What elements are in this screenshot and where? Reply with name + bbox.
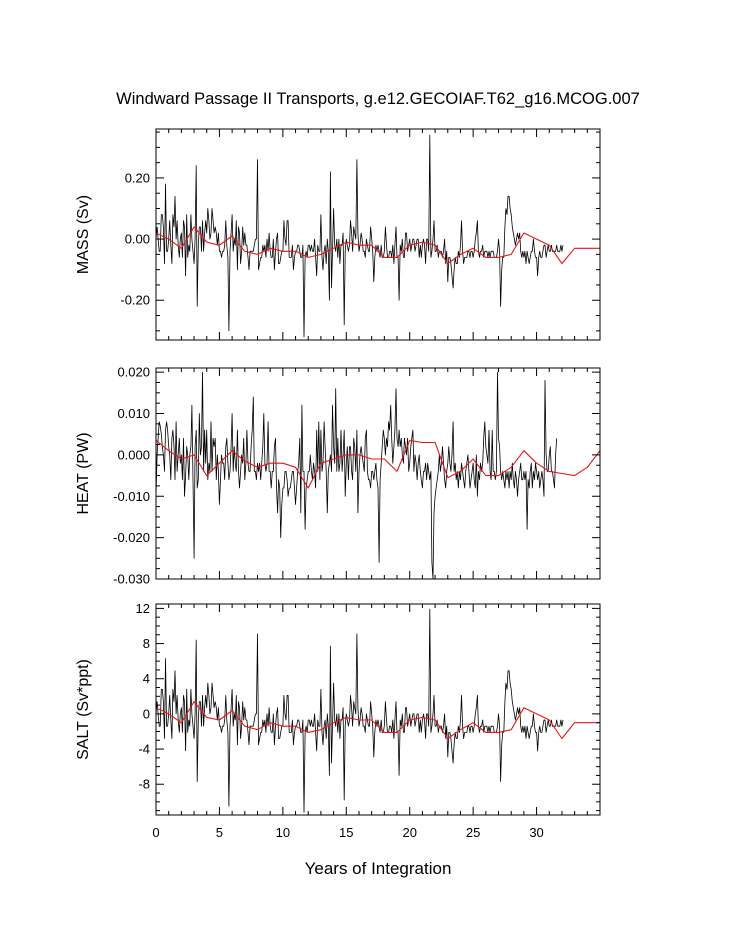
y-tick-label-heat: 0.000 <box>117 447 150 462</box>
panel-salt: -8 -4 0 4 8 12 0 5 10 15 20 25 30 SALT (Sv*ppt) <box>75 601 601 840</box>
x-tick-label: 25 <box>466 825 480 840</box>
x-tick-label: 10 <box>276 825 290 840</box>
y-tick-label-salt: 4 <box>143 671 150 686</box>
series-line-mass-monthly <box>156 134 564 338</box>
series-line-heat-monthly <box>156 371 558 579</box>
y-tick-label-mass: 0.00 <box>125 232 150 247</box>
x-tick-label: 20 <box>402 825 416 840</box>
y-tick-label-mass: 0.20 <box>125 170 150 185</box>
y-axis-label-mass: MASS (Sv) <box>75 195 92 274</box>
y-tick-label-salt: -8 <box>138 777 150 792</box>
y-tick-label-salt: 8 <box>143 636 150 651</box>
y-tick-label-heat: -0.030 <box>113 572 150 587</box>
y-tick-label-heat: 0.020 <box>117 365 150 380</box>
plot-frame-heat <box>155 367 601 580</box>
plot-frame-salt <box>155 603 601 816</box>
y-tick-label-salt: 0 <box>143 706 150 721</box>
panel-heat: -0.030 -0.020 -0.010 0.000 0.010 0.020 HEAT (P… <box>75 365 601 587</box>
y-tick-label-salt: -4 <box>138 742 150 757</box>
figure-title: Windward Passage II Transports, g.e12.GE… <box>116 90 640 108</box>
plot-frame-mass <box>155 128 601 341</box>
panel-mass: -0.20 0.00 0.20 MASS (Sv) <box>75 128 601 341</box>
x-tick-label: 15 <box>339 825 353 840</box>
series-line-heat-annual <box>156 439 600 489</box>
x-tick-label: 30 <box>529 825 543 840</box>
panels: -0.20 0.00 0.20 MASS (Sv) -0.030 -0.020 -0.010… <box>75 128 601 840</box>
x-tick-label: 0 <box>152 825 159 840</box>
series-line-salt-monthly <box>156 608 564 813</box>
series-line-mass-annual <box>156 226 600 265</box>
y-tick-label-heat: -0.010 <box>113 489 150 504</box>
x-axis-label: Years of Integration <box>305 859 452 878</box>
series-line-salt-annual <box>156 701 600 740</box>
y-axis-label-heat: HEAT (PW) <box>75 432 92 514</box>
y-tick-label-salt: 12 <box>136 601 150 616</box>
x-tick-label: 5 <box>216 825 223 840</box>
y-tick-label-mass: -0.20 <box>120 293 150 308</box>
y-axis-label-salt: SALT (Sv*ppt) <box>75 659 92 760</box>
y-tick-label-heat: 0.010 <box>117 406 150 421</box>
y-tick-label-heat: -0.020 <box>113 530 150 545</box>
